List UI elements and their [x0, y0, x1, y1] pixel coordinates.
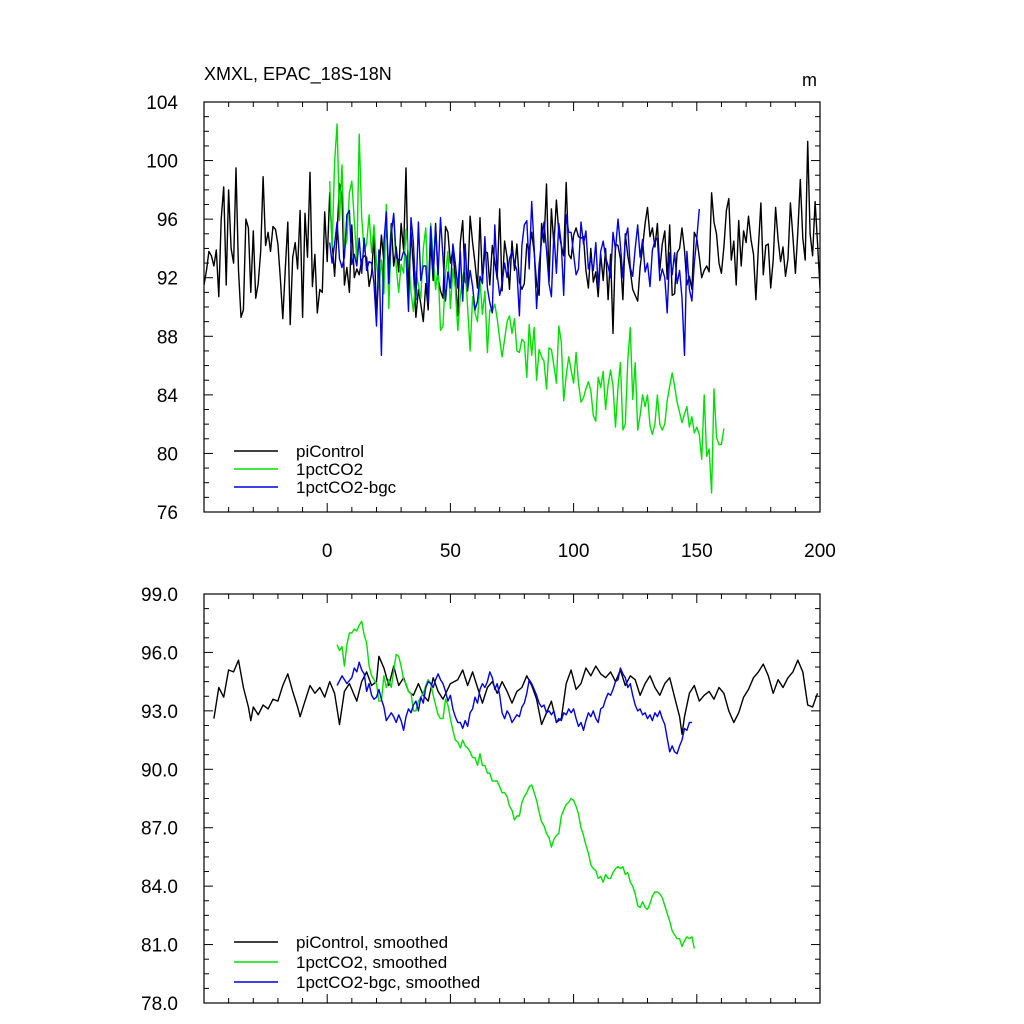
y-tick-label: 76: [157, 503, 178, 524]
y-tick-label: 92: [157, 269, 178, 290]
series-line-picontrol: [204, 140, 820, 335]
series-line-1pctco2-smoothed: [336, 620, 695, 949]
panel-2: 78.0 81.0 84.0 87.0 90.0 93.0 96.0 99.0 piContro…: [141, 585, 821, 1015]
y-tick-label: 96: [157, 210, 178, 231]
y-tick-label: 99.0: [141, 585, 178, 606]
x-tick-label: 0: [322, 541, 333, 562]
y-tick-label: 90.0: [141, 760, 178, 781]
y-tick-label: 104: [146, 93, 178, 114]
y-tick-label: 96.0: [141, 643, 178, 664]
x-tick-label: 200: [804, 541, 836, 562]
y-tick-label: 80: [157, 444, 178, 465]
legend-label: 1pctCO2-bgc: [296, 478, 397, 497]
y-tick-label: 84: [157, 386, 179, 407]
y-tick-label: 93.0: [141, 702, 178, 723]
legend-label: 1pctCO2, smoothed: [296, 953, 447, 972]
series-line-1pctco2: [329, 123, 725, 494]
units-label: m: [802, 70, 817, 90]
x-tick-label: 50: [440, 541, 461, 562]
y-tick-label: 84.0: [141, 877, 178, 898]
series-line-1pctco2-bgc: [329, 200, 700, 356]
x-tick-label: 150: [681, 541, 713, 562]
legend-label: piControl: [296, 442, 364, 461]
series-line-1pctco2-bgc-smoothed: [336, 661, 692, 755]
y-tick-label: 78.0: [141, 994, 178, 1015]
y-tick-label: 100: [146, 152, 178, 173]
series-line-picontrol-smoothed: [213, 655, 819, 735]
legend-label: 1pctCO2-bgc, smoothed: [296, 973, 480, 992]
chart-title: XMXL, EPAC_18S-18N: [204, 64, 392, 85]
y-tick-label: 81.0: [141, 936, 178, 957]
x-tick-label: 100: [558, 541, 590, 562]
legend-label: piControl, smoothed: [296, 933, 448, 952]
legend-label: 1pctCO2: [296, 460, 363, 479]
panel-1: 76 80 84 88 92 96 100 104 0 50 100 150 200 XMXL, EPAC…: [146, 64, 836, 562]
y-tick-label: 88: [157, 327, 178, 348]
y-tick-label: 87.0: [141, 819, 178, 840]
